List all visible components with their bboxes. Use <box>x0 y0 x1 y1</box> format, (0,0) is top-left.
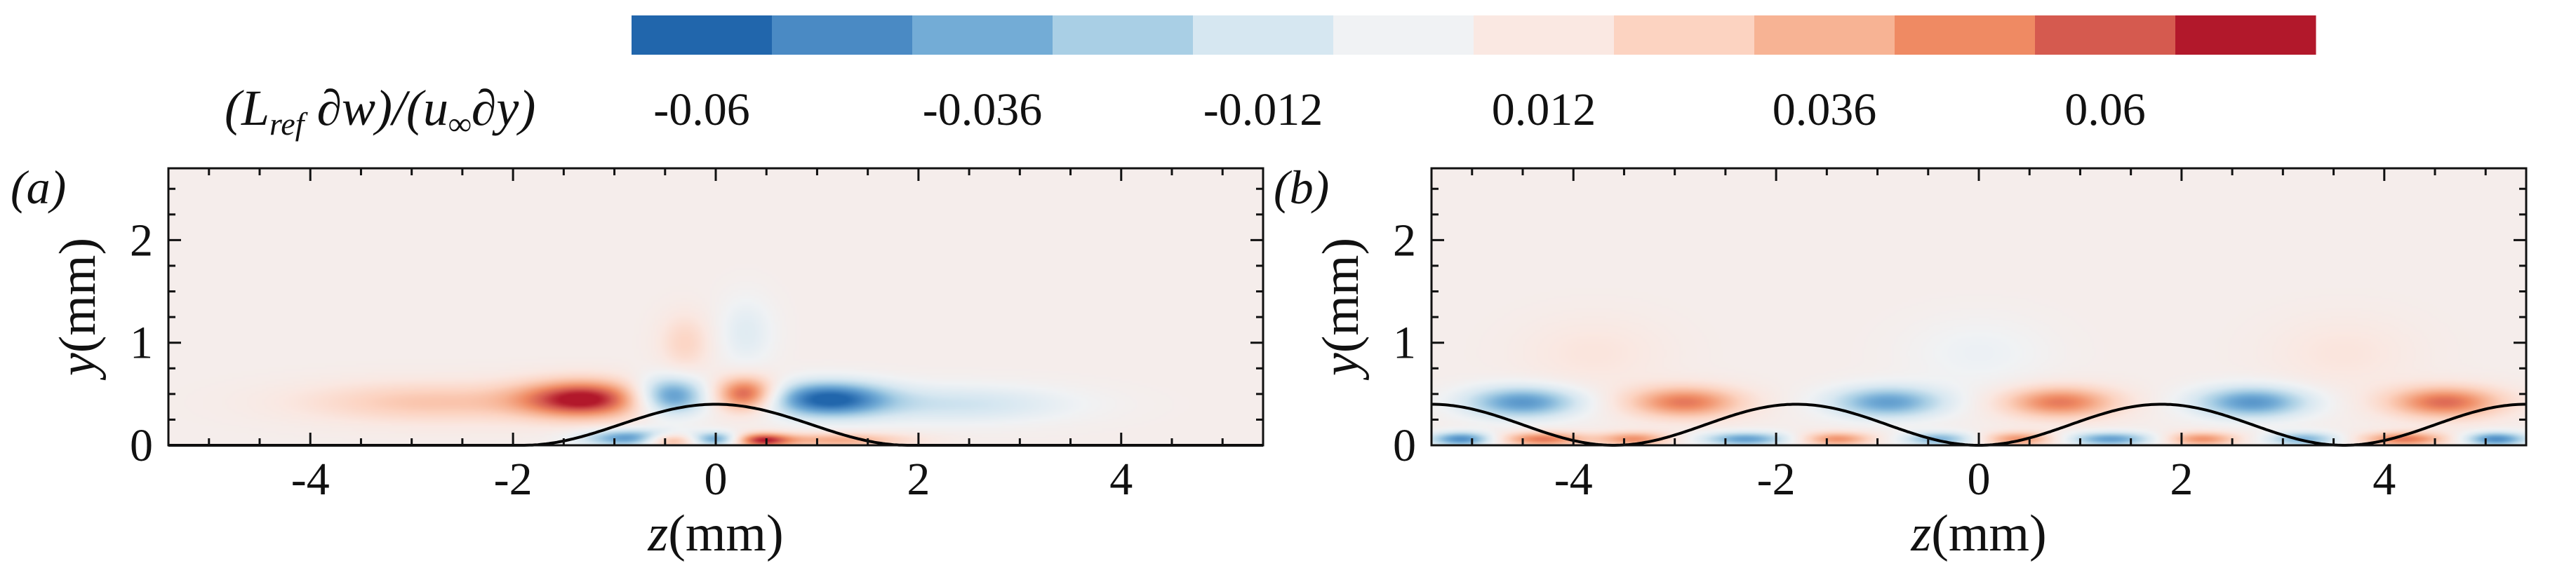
x-tick-label: 4 <box>2373 454 2396 505</box>
y-tick-label: 1 <box>130 318 153 369</box>
colorbar-segment <box>1614 15 1755 55</box>
colorbar <box>632 15 2316 55</box>
y-tick-label: 0 <box>130 420 153 471</box>
y-axis-label: y(mm) <box>49 238 107 381</box>
colorbar-label-suffix2: ∂y) <box>472 80 536 136</box>
x-axis-var: z <box>647 505 668 562</box>
colorbar-tick-label: 0.06 <box>2064 84 2146 135</box>
colorbar-label-prefix: (L <box>225 80 269 136</box>
colorbar-tick-label: 0.036 <box>1773 84 1877 135</box>
x-axis-var: z <box>1910 505 1931 562</box>
y-axis-var: y <box>1312 353 1370 381</box>
panel-label: (b) <box>1274 161 1329 214</box>
x-tick-label: -4 <box>1554 454 1593 505</box>
colorbar-segment <box>772 15 913 55</box>
colorbar-segment <box>912 15 1053 55</box>
x-tick-label: 0 <box>1968 454 1991 505</box>
x-axis-label: z(mm) <box>647 505 783 562</box>
colorbar-label-sub: ref <box>269 106 309 142</box>
colorbar-segment <box>1333 15 1474 55</box>
x-axis-unit: (mm) <box>668 505 783 562</box>
x-tick-label: -4 <box>291 454 330 505</box>
colorbar-segment <box>1053 15 1194 55</box>
y-axis-var: y <box>49 353 107 381</box>
y-axis-unit: (mm) <box>1312 238 1370 353</box>
y-tick-label: 1 <box>1393 318 1416 369</box>
colorbar-segment <box>2035 15 2176 55</box>
x-tick-label: 2 <box>2170 454 2193 505</box>
x-axis-unit: (mm) <box>1931 505 2046 562</box>
colorbar-segment <box>1193 15 1334 55</box>
colorbar-segment <box>1474 15 1615 55</box>
x-tick-label: -2 <box>1757 454 1796 505</box>
y-tick-label: 2 <box>1393 215 1416 266</box>
x-tick-label: 4 <box>1109 454 1133 505</box>
colorbar-segment <box>1895 15 2036 55</box>
contour-field <box>1432 168 2526 445</box>
colorbar-tick-label: 0.012 <box>1492 84 1596 135</box>
contour-field <box>168 168 1263 445</box>
colorbar-label: (Lref ∂w)/(u∞∂y) <box>225 80 535 142</box>
colorbar-segment <box>632 15 773 55</box>
y-tick-label: 0 <box>1393 420 1416 471</box>
colorbar-segment <box>2175 15 2316 55</box>
colorbar-ticks: -0.06 -0.036 -0.012 0.012 0.036 0.06 <box>653 84 2145 135</box>
colorbar-tick-label: -0.012 <box>1203 84 1323 135</box>
x-axis-label: z(mm) <box>1910 505 2046 562</box>
x-tick-label: -2 <box>494 454 533 505</box>
colorbar-tick-label: -0.036 <box>923 84 1042 135</box>
x-tick-label: 0 <box>705 454 728 505</box>
colorbar-segment <box>1754 15 1895 55</box>
colorbar-label-sub2: ∞ <box>448 106 472 142</box>
colorbar-tick-label: -0.06 <box>653 84 749 135</box>
panel-label: (a) <box>11 161 66 214</box>
y-axis-label: y(mm) <box>1312 238 1370 381</box>
colorbar-label-suffix: ∂w)/(u <box>304 80 448 136</box>
y-axis-unit: (mm) <box>49 238 107 353</box>
y-tick-label: 2 <box>130 215 153 266</box>
x-tick-label: 2 <box>907 454 930 505</box>
